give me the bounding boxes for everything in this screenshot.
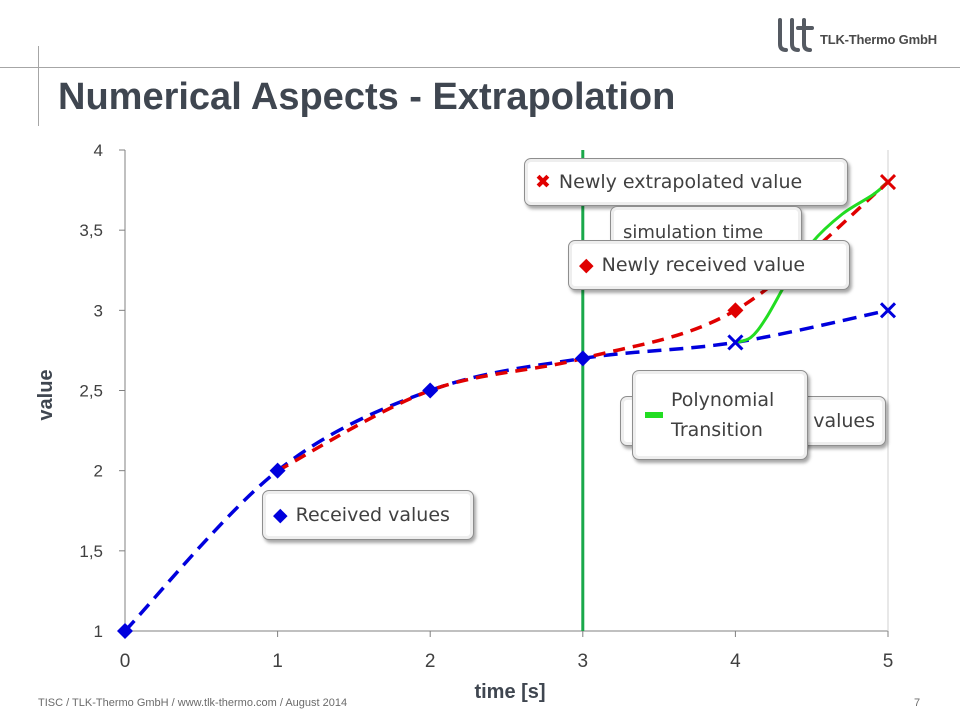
callout-newly-extrapolated-label: Newly extrapolated value	[558, 171, 803, 193]
y-tick-label: 3	[94, 301, 103, 320]
callout-simulation-time: simulation time	[610, 206, 802, 246]
newly-extrapolated-point	[879, 174, 897, 191]
callout-received-values: ◆ Received values	[262, 490, 474, 540]
callout-polynomial-line2: Transition	[671, 419, 763, 441]
tlk-logo-icon	[778, 18, 814, 52]
y-tick-label: 3,5	[79, 221, 103, 240]
newly-received-point	[727, 302, 744, 319]
x-tick-label: 4	[730, 651, 741, 672]
page-number: 7	[914, 697, 921, 709]
y-tick-label: 2,5	[79, 382, 103, 401]
callout-newly-received-label: Newly received value	[601, 254, 806, 276]
callout-polynomial-line1: Polynomial	[671, 389, 775, 411]
footer-text: TISC / TLK-Thermo GmbH / www.tlk-thermo.…	[38, 697, 348, 709]
blue-diamond-icon: ◆	[273, 503, 288, 526]
y-tick-label: 1	[94, 622, 103, 641]
red-diamond-icon: ◆	[579, 253, 594, 276]
x-tick-label: 5	[883, 651, 894, 672]
y-tick-label: 1,5	[79, 542, 103, 561]
callout-newly-extrapolated: ✖ Newly extrapolated value	[524, 158, 848, 206]
x-tick-label: 1	[272, 651, 283, 672]
callout-newly-received: ◆ Newly received value	[568, 240, 850, 290]
x-tick-label: 2	[425, 651, 436, 672]
left-divider	[38, 46, 39, 126]
y-tick-label: 4	[94, 141, 103, 160]
x-tick-label: 0	[120, 651, 131, 672]
green-dash-icon	[645, 412, 663, 418]
received-value-point	[117, 623, 133, 639]
received-values-line	[123, 308, 889, 633]
received-value-point	[422, 382, 439, 399]
x-axis-label: time [s]	[474, 681, 545, 703]
callout-simulation-time-label: simulation time	[623, 222, 764, 243]
received-value-point	[574, 350, 591, 367]
logo-text: TLK-Thermo GmbH	[820, 32, 937, 47]
extrapolated-value-point	[879, 302, 897, 319]
red-x-icon: ✖	[535, 170, 551, 193]
callout-received-values-label: Received values	[295, 504, 450, 526]
callout-polynomial-transition: Polynomial Transition	[632, 370, 808, 460]
extrapolated-value-point	[727, 334, 744, 351]
x-tick-label: 3	[578, 651, 589, 672]
callout-extrapolated-values-label: values	[813, 410, 875, 432]
y-tick-label: 2	[94, 462, 103, 481]
top-divider	[0, 67, 960, 68]
received-value-point	[269, 462, 286, 479]
page-title: Numerical Aspects - Extrapolation	[58, 76, 676, 118]
y-axis-label: value	[35, 369, 57, 420]
